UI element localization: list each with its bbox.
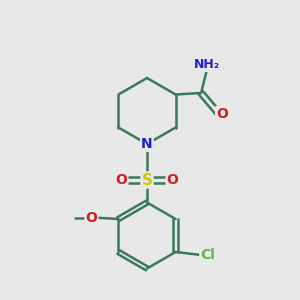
Text: O: O (167, 173, 178, 187)
Text: S: S (142, 172, 152, 188)
Text: O: O (116, 173, 128, 187)
Text: N: N (141, 137, 153, 151)
Text: NH₂: NH₂ (194, 58, 220, 71)
Text: Cl: Cl (200, 248, 215, 262)
Text: O: O (216, 107, 228, 121)
Text: O: O (85, 211, 98, 224)
